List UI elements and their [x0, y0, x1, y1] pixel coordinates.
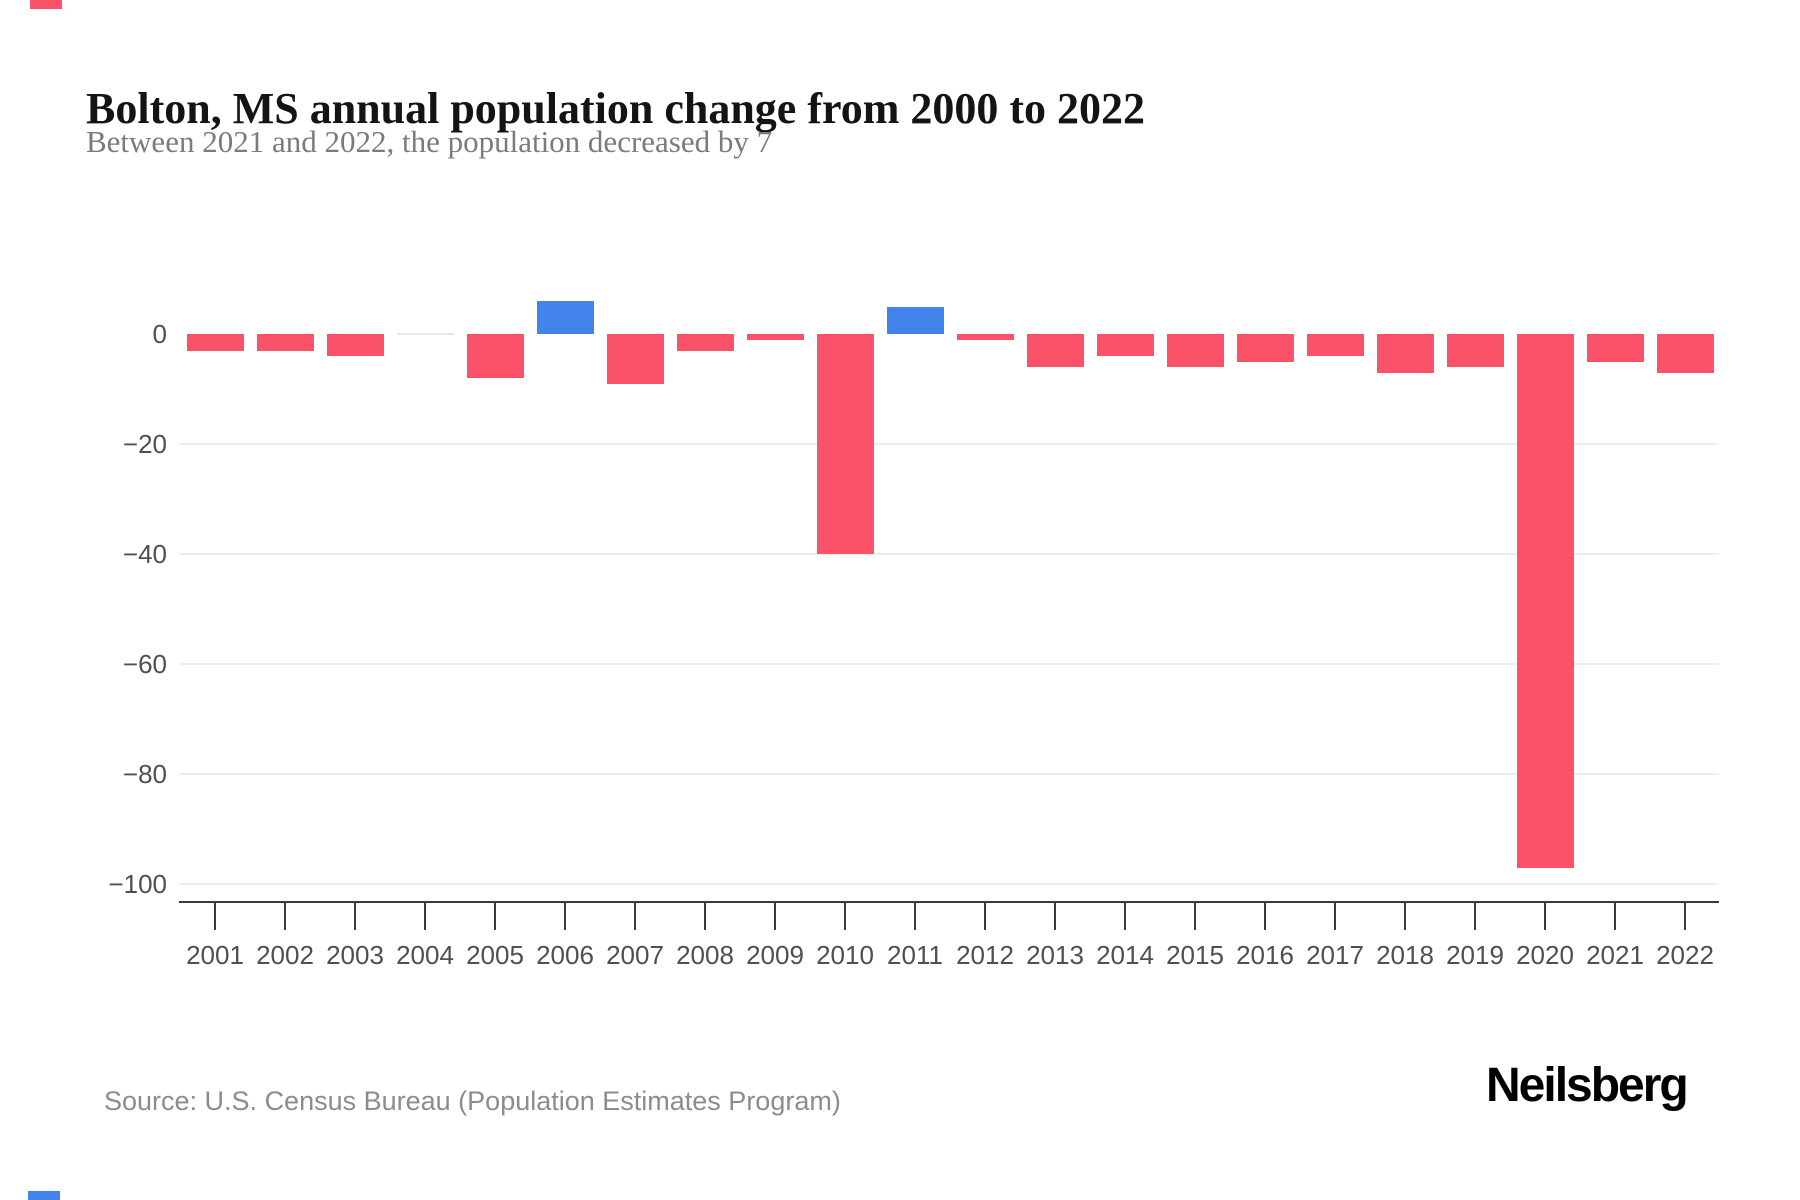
x-tick-label-2001: 2001	[186, 940, 244, 970]
x-tick-2019	[1474, 902, 1476, 930]
x-tick-2010	[844, 902, 846, 930]
x-tick-label-2021: 2021	[1586, 940, 1644, 970]
bar-2002[interactable]	[256, 334, 314, 351]
bar-2013[interactable]	[1026, 334, 1084, 367]
bar-2007[interactable]	[606, 334, 664, 384]
gridline--40	[179, 553, 1719, 555]
x-axis-line	[179, 901, 1719, 903]
x-tick-label-2007: 2007	[606, 940, 664, 970]
x-tick-2009	[774, 902, 776, 930]
bar-2022[interactable]	[1656, 334, 1714, 373]
source-caption: Source: U.S. Census Bureau (Population E…	[104, 1086, 841, 1116]
x-tick-label-2009: 2009	[746, 940, 804, 970]
x-tick-label-2005: 2005	[466, 940, 524, 970]
x-tick-label-2020: 2020	[1516, 940, 1574, 970]
neilsberg-logo[interactable]: Neilsberg	[1486, 1059, 1689, 1112]
x-tick-label-2003: 2003	[326, 940, 384, 970]
bar-2021[interactable]	[1586, 334, 1644, 362]
x-tick-label-2008: 2008	[676, 940, 734, 970]
x-tick-2011	[914, 902, 916, 930]
x-tick-2008	[704, 902, 706, 930]
x-tick-label-2016: 2016	[1236, 940, 1294, 970]
x-tick-label-2013: 2013	[1026, 940, 1084, 970]
bar-2016[interactable]	[1236, 334, 1294, 362]
x-tick-2007	[634, 902, 636, 930]
x-tick-label-2006: 2006	[536, 940, 594, 970]
x-tick-label-2010: 2010	[816, 940, 874, 970]
y-tick-label--100: −100	[108, 869, 167, 899]
x-tick-2005	[494, 902, 496, 930]
bar-2009[interactable]	[746, 334, 804, 340]
x-tick-2022	[1684, 902, 1686, 930]
x-tick-2012	[984, 902, 986, 930]
bar-2010[interactable]	[816, 334, 874, 554]
x-tick-label-2019: 2019	[1446, 940, 1504, 970]
chart-title: Bolton, MS annual population change from…	[86, 84, 1146, 134]
x-tick-label-2004: 2004	[396, 940, 454, 970]
y-tick-label--80: −80	[122, 759, 167, 789]
x-tick-label-2022: 2022	[1656, 940, 1714, 970]
bar-2017[interactable]	[1306, 334, 1364, 356]
x-tick-label-2012: 2012	[956, 940, 1014, 970]
bar-2011[interactable]	[886, 306, 944, 334]
x-tick-2004	[424, 902, 426, 930]
gridline--60	[179, 663, 1719, 665]
bar-2014[interactable]	[1096, 334, 1154, 356]
x-tick-label-2002: 2002	[256, 940, 314, 970]
bar-2006[interactable]	[536, 301, 594, 334]
x-tick-2017	[1334, 902, 1336, 930]
gridline--20	[179, 443, 1719, 445]
bar-2018[interactable]	[1376, 334, 1434, 373]
bar-2001[interactable]	[186, 334, 244, 351]
x-tick-2021	[1614, 902, 1616, 930]
bar-2004[interactable]	[396, 333, 454, 335]
x-tick-2003	[354, 902, 356, 930]
x-tick-label-2017: 2017	[1306, 940, 1364, 970]
top-edge-marker	[30, 0, 62, 9]
chart-subtitle: Between 2021 and 2022, the population de…	[86, 124, 773, 159]
x-tick-2020	[1544, 902, 1546, 930]
x-tick-2014	[1124, 902, 1126, 930]
y-tick-label--20: −20	[122, 429, 167, 459]
x-tick-2018	[1404, 902, 1406, 930]
gridline--100	[179, 883, 1719, 885]
x-tick-2001	[214, 902, 216, 930]
x-tick-2016	[1264, 902, 1266, 930]
x-tick-label-2018: 2018	[1376, 940, 1434, 970]
x-tick-2006	[564, 902, 566, 930]
bar-2005[interactable]	[466, 334, 524, 378]
bar-2008[interactable]	[676, 334, 734, 351]
x-tick-2002	[284, 902, 286, 930]
bar-2003[interactable]	[326, 334, 384, 356]
gridline--80	[179, 773, 1719, 775]
x-tick-label-2015: 2015	[1166, 940, 1224, 970]
bar-2019[interactable]	[1446, 334, 1504, 367]
bar-2012[interactable]	[956, 334, 1014, 340]
x-tick-2015	[1194, 902, 1196, 930]
y-tick-label--60: −60	[122, 649, 167, 679]
x-tick-label-2014: 2014	[1096, 940, 1154, 970]
bar-2015[interactable]	[1166, 334, 1224, 367]
bar-2020[interactable]	[1516, 334, 1574, 868]
x-tick-2013	[1054, 902, 1056, 930]
x-tick-label-2011: 2011	[887, 940, 943, 970]
y-tick-label--40: −40	[122, 539, 167, 569]
bottom-edge-marker	[28, 1191, 60, 1200]
y-tick-label-0: 0	[152, 319, 167, 349]
